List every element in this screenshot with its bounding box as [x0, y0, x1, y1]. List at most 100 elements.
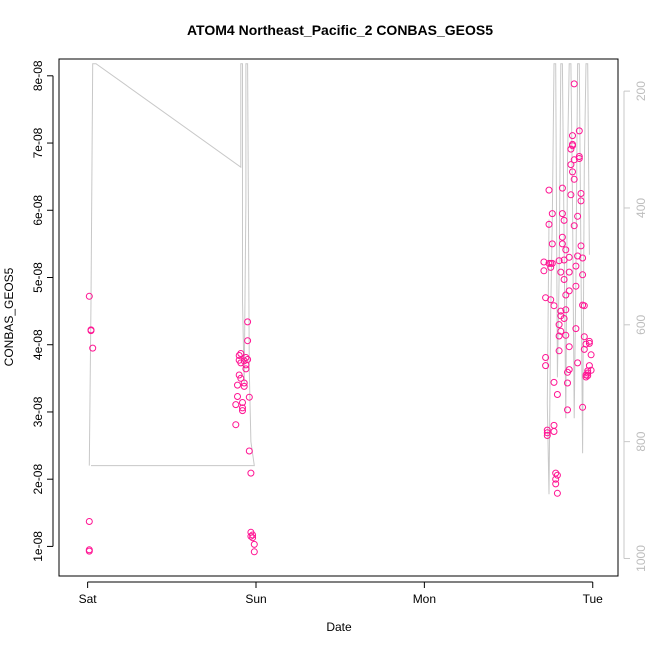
pressure-line-0 — [88, 63, 255, 467]
data-point — [242, 365, 250, 373]
x-tick-label: Tue — [583, 592, 604, 606]
data-point — [555, 257, 563, 265]
data-point — [548, 240, 556, 248]
data-point — [580, 302, 588, 310]
data-point — [558, 233, 566, 241]
data-point — [572, 262, 580, 270]
y2-tick-label: 200 — [634, 81, 648, 101]
data-point — [580, 333, 588, 341]
data-point — [565, 268, 573, 276]
y2-tick-label: 800 — [634, 431, 648, 451]
data-point — [562, 306, 570, 314]
data-point — [577, 242, 585, 250]
data-point — [587, 366, 595, 374]
data-point — [540, 267, 548, 275]
data-point — [579, 403, 587, 411]
data-point — [240, 379, 248, 387]
data-point — [550, 421, 558, 429]
data-point — [240, 357, 248, 365]
data-point — [87, 326, 95, 334]
y2-tick-label: 400 — [634, 198, 648, 218]
data-point — [244, 318, 252, 326]
data-point — [570, 156, 578, 164]
data-point — [240, 382, 248, 390]
data-point — [567, 161, 575, 169]
data-point — [548, 259, 556, 267]
x-tick-label: Mon — [413, 592, 436, 606]
data-point — [245, 393, 253, 401]
x-axis-label: Date — [326, 620, 352, 634]
x-tick-label: Sun — [245, 592, 266, 606]
data-point — [250, 540, 258, 548]
data-point — [572, 325, 580, 333]
data-point — [584, 372, 592, 380]
data-point — [85, 518, 93, 525]
y-tick-label: 2e-08 — [31, 464, 45, 495]
data-point — [565, 253, 573, 261]
y2-tick-label: 600 — [634, 314, 648, 334]
data-point — [555, 332, 563, 340]
data-point — [569, 168, 576, 176]
chart-title: ATOM4 Northeast_Pacific_2 CONBAS_GEOS5 — [187, 22, 493, 38]
data-point — [247, 532, 255, 540]
data-point — [562, 331, 570, 339]
plot-frame — [58, 58, 619, 577]
data-point — [242, 354, 250, 361]
axes: Sat Sun Mon Tue 1e-08 2e-08 3e-08 4e-08 5e-08 6e-… — [31, 60, 648, 606]
data-point — [553, 489, 561, 497]
data-point — [560, 216, 568, 224]
data-point — [553, 391, 561, 398]
data-point — [555, 347, 563, 355]
data-point — [570, 175, 578, 183]
data-point — [237, 374, 245, 382]
data-point — [569, 142, 576, 150]
data-point — [558, 210, 566, 218]
data-point — [564, 406, 571, 414]
data-point — [569, 132, 576, 140]
data-point — [574, 212, 582, 220]
data-point — [570, 222, 578, 230]
data-point — [574, 359, 582, 367]
data-point — [567, 191, 575, 199]
data-point — [553, 471, 561, 479]
data-point — [562, 291, 570, 299]
data-point — [565, 287, 573, 295]
y-tick-label: 6e-08 — [31, 195, 45, 226]
data-point — [557, 327, 565, 335]
data-point — [250, 548, 258, 556]
y2-tick-label: 1000 — [634, 545, 648, 572]
data-point — [555, 321, 563, 329]
data-point — [547, 263, 555, 271]
data-point — [582, 340, 590, 348]
pressure-line-1 — [546, 63, 590, 495]
data-point — [232, 401, 240, 409]
data-point — [540, 258, 548, 266]
data-points — [85, 80, 595, 556]
data-point — [552, 475, 560, 483]
data-point — [562, 246, 570, 254]
data-point — [542, 362, 550, 370]
data-point — [548, 210, 556, 218]
data-point — [234, 393, 241, 400]
data-point — [543, 426, 551, 434]
y-tick-label: 7e-08 — [31, 127, 45, 158]
data-point — [85, 292, 93, 300]
data-point — [232, 421, 240, 429]
data-point — [585, 362, 593, 370]
data-point — [558, 184, 566, 192]
data-point — [575, 155, 583, 162]
data-point — [245, 447, 253, 455]
data-point — [542, 354, 550, 361]
data-point — [550, 428, 558, 435]
data-point — [582, 373, 590, 381]
y-tick-label: 8e-08 — [31, 60, 45, 91]
data-point — [239, 399, 246, 406]
y-axis-label: CONBAS_GEOS5 — [2, 267, 16, 366]
x-tick-label: Sat — [79, 592, 98, 606]
data-point — [244, 356, 252, 363]
data-point — [545, 220, 553, 228]
data-point — [579, 271, 587, 279]
y-tick-label: 3e-08 — [31, 396, 45, 427]
data-point — [249, 531, 257, 539]
